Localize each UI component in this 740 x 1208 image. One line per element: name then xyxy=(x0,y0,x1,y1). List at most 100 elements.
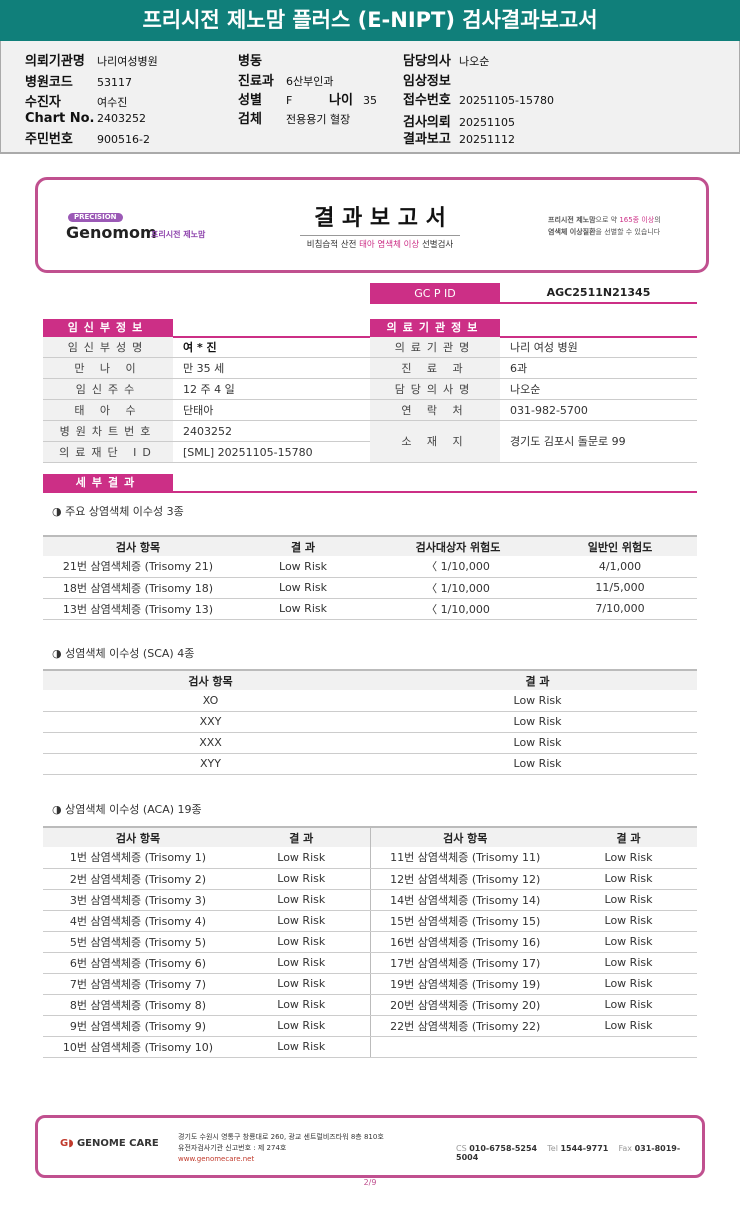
genomecare-logo-icon: G◗ xyxy=(60,1138,74,1149)
row-label: 만 나 이 xyxy=(43,358,173,378)
aca-section-title: ◑ 상염색체 이수성 (ACA) 19종 xyxy=(52,803,202,816)
table-row: 6번 삼염색체증 (Trisomy 6) Low Risk 17번 삼염색체증 (T… xyxy=(43,952,697,974)
patient-row: 태 아 수 단태아 xyxy=(43,400,370,421)
major-section-title: ◑ 주요 상염색체 이수성 3종 xyxy=(52,505,184,518)
table-cell: 17번 삼염색체증 (Trisomy 17) xyxy=(369,952,560,974)
table-cell: 1번 삼염색체증 (Trisomy 1) xyxy=(43,847,233,869)
table-cell: 20번 삼염색체증 (Trisomy 20) xyxy=(369,994,560,1016)
info-label: Chart No. xyxy=(25,111,95,126)
genomecare-logo: G◗ GENOME CARE xyxy=(60,1138,159,1149)
table-cell: Low Risk xyxy=(233,910,370,932)
table-cell: 9번 삼염색체증 (Trisomy 9) xyxy=(43,1015,233,1037)
report-title: 프리시전 제노맘 플러스 (E-NIPT) 검사결과보고서 xyxy=(0,0,740,41)
table-row: 2번 삼염색체증 (Trisomy 2) Low Risk 12번 삼염색체증 (T… xyxy=(43,868,697,890)
precision-badge: PRECISION xyxy=(68,213,123,222)
table-row: XYY Low Risk xyxy=(43,753,697,775)
column-header: 검사 항목 xyxy=(369,826,560,847)
row-label: 병원차트번호 xyxy=(43,421,173,441)
table-cell: 4/1,000 xyxy=(543,556,697,578)
row-label: 소 재 지 xyxy=(370,421,500,462)
info-label: 담당의사 xyxy=(403,54,451,69)
row-value: 6과 xyxy=(510,362,528,375)
row-value: 나오순 xyxy=(510,383,541,396)
row-value: 여 * 진 xyxy=(183,341,217,354)
table-cell: Low Risk xyxy=(233,868,370,890)
row-label: 태 아 수 xyxy=(43,400,173,420)
info-value: 나리여성병원 xyxy=(97,55,158,68)
info-field: 수진자 여수진 xyxy=(25,91,127,110)
gcpid-label: GC P ID xyxy=(370,283,500,304)
table-cell: 21번 삼염색체증 (Trisomy 21) xyxy=(43,556,233,578)
info-value: 53117 xyxy=(97,76,132,89)
column-header: 결 과 xyxy=(378,669,697,690)
table-header-row: 검사 항목 결 과 xyxy=(43,669,697,690)
table-cell: Low Risk xyxy=(233,847,370,869)
aca-table: 검사 항목 결 과 검사 항목 결 과 1번 삼염색체증 (Trisomy 1) Low … xyxy=(43,826,697,1058)
patient-row: 의료재단 ID [SML] 20251105-15780 xyxy=(43,442,370,463)
table-cell: XXY xyxy=(43,711,378,733)
table-row: XXX Low Risk xyxy=(43,732,697,754)
row-value: 단태아 xyxy=(183,404,214,417)
table-cell: 14번 삼염색체증 (Trisomy 14) xyxy=(369,889,560,911)
table-header-row: 검사 항목 결 과 검사대상자 위험도 일반인 위험도 xyxy=(43,535,697,556)
info-value: 나오순 xyxy=(459,55,490,68)
genomom-logo: Genomom xyxy=(66,223,157,242)
table-row: 3번 삼염색체증 (Trisomy 3) Low Risk 14번 삼염색체증 (T… xyxy=(43,889,697,911)
row-label: 임신주수 xyxy=(43,379,173,399)
column-header: 검사대상자 위험도 xyxy=(373,535,543,556)
table-cell: 16번 삼염색체증 (Trisomy 16) xyxy=(369,931,560,953)
row-label: 임신부성명 xyxy=(43,337,173,357)
info-field: 진료과 6산부인과 xyxy=(238,70,333,89)
table-cell: Low Risk xyxy=(233,577,373,599)
header-tagline: 프리시전 제노맘으로 약 165종 이상의 염색체 이상질환을 선별할 수 있습니… xyxy=(548,216,661,236)
info-label: 나이 xyxy=(329,93,353,108)
table-row: 1번 삼염색체증 (Trisomy 1) Low Risk 11번 삼염색체증 (T… xyxy=(43,847,697,869)
column-header: 결 과 xyxy=(560,826,697,847)
table-cell: 11번 삼염색체증 (Trisomy 11) xyxy=(369,847,560,869)
row-value: 만 35 세 xyxy=(183,362,225,375)
hospital-row: 연 락 처 031-982-5700 xyxy=(370,400,697,421)
info-field: 검사의뢰 20251105 xyxy=(403,111,515,130)
table-cell: XO xyxy=(43,690,378,712)
table-cell: 6번 삼염색체증 (Trisomy 6) xyxy=(43,952,233,974)
info-field: Chart No. 2403252 xyxy=(25,111,146,126)
info-value: 20251105 xyxy=(459,116,515,129)
info-value: 여수진 xyxy=(97,96,128,109)
table-cell: Low Risk xyxy=(233,1036,370,1058)
row-value: 나리 여성 병원 xyxy=(510,341,578,354)
table-cell: Low Risk xyxy=(560,994,697,1016)
table-cell: Low Risk xyxy=(560,847,697,869)
row-label: 담당의사명 xyxy=(370,379,500,399)
major-trisomy-table: 검사 항목 결 과 검사대상자 위험도 일반인 위험도 21번 삼염색체증 (Triso… xyxy=(43,535,697,620)
column-header: 결 과 xyxy=(233,826,370,847)
table-cell: 〈 1/10,000 xyxy=(373,598,543,620)
info-label: 병동 xyxy=(238,54,262,69)
table-cell: Low Risk xyxy=(560,868,697,890)
table-cell: 15번 삼염색체증 (Trisomy 15) xyxy=(369,910,560,932)
table-cell: Low Risk xyxy=(233,889,370,911)
column-header: 검사 항목 xyxy=(43,669,378,690)
info-label: 접수번호 xyxy=(403,93,451,108)
info-value: 900516-2 xyxy=(97,133,150,146)
table-row: 5번 삼염색체증 (Trisomy 5) Low Risk 16번 삼염색체증 (T… xyxy=(43,931,697,953)
hospital-row: 담당의사명 나오순 xyxy=(370,379,697,400)
info-label: 임상정보 xyxy=(403,74,451,89)
table-cell: 10번 삼염색체증 (Trisomy 10) xyxy=(43,1036,233,1058)
info-field: 주민번호 900516-2 xyxy=(25,128,150,147)
table-row: 4번 삼염색체증 (Trisomy 4) Low Risk 15번 삼염색체증 (T… xyxy=(43,910,697,932)
info-label: 수진자 xyxy=(25,95,61,110)
table-cell: Low Risk xyxy=(378,711,697,733)
info-label: 병원코드 xyxy=(25,75,73,90)
footer-website[interactable]: www.genomecare.net xyxy=(178,1155,255,1163)
table-cell: Low Risk xyxy=(378,732,697,754)
patient-row: 임신주수 12 주 4 일 xyxy=(43,379,370,400)
hospital-row: 진 료 과 6과 xyxy=(370,358,697,379)
hospital-row: 의료기관명 나리 여성 병원 xyxy=(370,337,697,358)
table-cell: Low Risk xyxy=(560,931,697,953)
table-cell: Low Risk xyxy=(233,952,370,974)
table-cell: Low Risk xyxy=(233,556,373,578)
row-value: [SML] 20251105-15780 xyxy=(183,446,313,459)
info-field: 검체 전용용기 혈장 xyxy=(238,108,350,127)
table-cell: Low Risk xyxy=(560,973,697,995)
info-field: 결과보고 20251112 xyxy=(403,128,515,147)
